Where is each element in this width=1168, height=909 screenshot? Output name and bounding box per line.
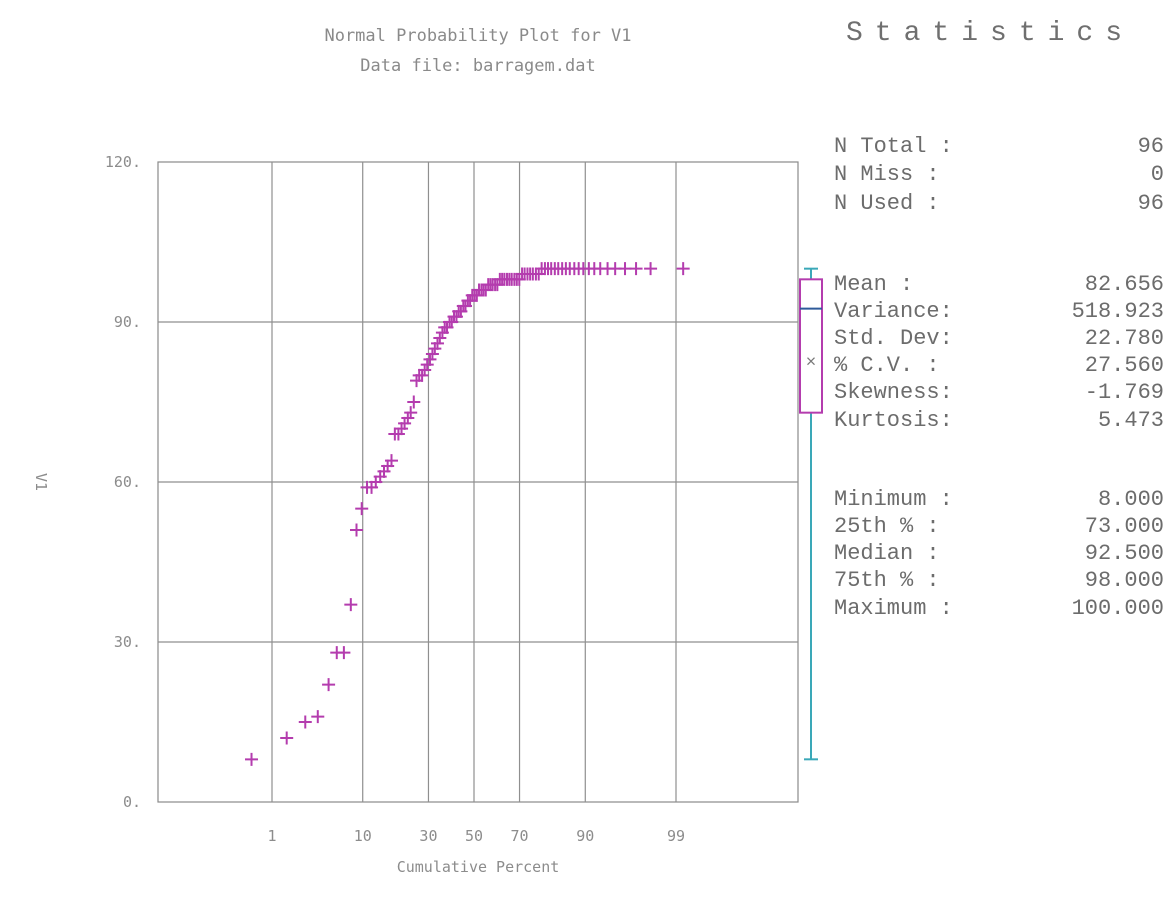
data-point [384, 454, 398, 468]
data-point [407, 395, 421, 409]
y-tick-label: 90. [114, 313, 141, 331]
data-point [676, 262, 690, 276]
stat-value: -1.769 [1084, 380, 1164, 405]
data-point [350, 523, 364, 537]
probability-plot: Normal Probability Plot for V1 Data file… [32, 26, 823, 876]
chart-title: Normal Probability Plot for V1 [324, 26, 631, 46]
data-point [410, 374, 424, 388]
stat-row: % C.V. : 27.560 [830, 352, 1166, 379]
stat-row: Skewness: -1.769 [830, 379, 1166, 406]
y-axis-label: V1 [32, 473, 50, 491]
stat-label: % C.V. : [834, 353, 940, 378]
stat-value: 5.473 [1097, 408, 1164, 433]
stat-row: 25th % : 73.000 [830, 513, 1166, 540]
stat-row: Std. Dev: 22.780 [830, 325, 1166, 352]
x-axis-ticks: 1 10 30 50 70 90 99 [267, 827, 685, 845]
stat-label: Median : [834, 541, 940, 566]
stat-value: 73.000 [1084, 514, 1164, 539]
x-tick-label: 10 [354, 827, 372, 845]
data-point [298, 715, 312, 729]
x-tick-label: 70 [511, 827, 529, 845]
data-point [618, 262, 632, 276]
data-point [644, 262, 658, 276]
stat-label: N Miss : [834, 162, 940, 187]
stat-row: Maximum : 100.000 [830, 595, 1166, 622]
stat-row: Variance: 518.923 [830, 298, 1166, 325]
y-tick-label: 0. [123, 793, 141, 811]
y-tick-label: 60. [114, 473, 141, 491]
stat-value: 0 [1150, 162, 1164, 187]
x-tick-label: 99 [667, 827, 685, 845]
stat-value: 22.780 [1084, 326, 1164, 351]
stat-label: Skewness: [834, 380, 953, 405]
stat-row: Median : 92.500 [830, 540, 1166, 567]
stat-value: 98.000 [1084, 568, 1164, 593]
stat-row: N Used : 96 [830, 190, 1166, 217]
stat-row: 75th % : 98.000 [830, 567, 1166, 594]
box-mean-marker [807, 357, 815, 366]
x-tick-label: 50 [465, 827, 483, 845]
box-iqr [799, 278, 823, 414]
data-point [629, 262, 643, 276]
box-plot [799, 267, 823, 761]
x-tick-label: 1 [267, 827, 276, 845]
data-point [311, 710, 325, 724]
stat-label: Variance: [834, 299, 953, 324]
stat-value: 92.500 [1084, 541, 1164, 566]
chart-subtitle: Data file: barragem.dat [360, 56, 595, 76]
statistics-heading: Statistics [846, 18, 1135, 49]
stat-label: 75th % : [834, 568, 940, 593]
stat-label: N Total : [834, 134, 953, 159]
data-point [344, 598, 358, 612]
stat-value: 82.656 [1084, 272, 1164, 297]
stat-value: 27.560 [1084, 353, 1164, 378]
stat-label: Maximum : [834, 596, 953, 621]
stat-row: N Miss : 0 [830, 161, 1166, 188]
stat-row: N Total : 96 [830, 133, 1166, 160]
y-tick-label: 30. [114, 633, 141, 651]
data-point [280, 731, 294, 745]
stat-label: Mean : [834, 272, 914, 297]
stat-label: N Used : [834, 191, 940, 216]
data-point [420, 358, 434, 372]
stat-label: Kurtosis: [834, 408, 953, 433]
x-axis-label: Cumulative Percent [397, 858, 560, 876]
stat-row: Mean : 82.656 [830, 271, 1166, 298]
data-point [404, 406, 418, 420]
stat-label: Std. Dev: [834, 326, 953, 351]
data-point [395, 422, 409, 436]
stat-label: 25th % : [834, 514, 940, 539]
data-point [428, 342, 442, 356]
stat-row: Kurtosis: 5.473 [830, 407, 1166, 434]
x-tick-label: 90 [576, 827, 594, 845]
stat-value: 96 [1137, 191, 1164, 216]
stat-row: Minimum : 8.000 [830, 486, 1166, 513]
data-points [245, 262, 690, 766]
stat-value: 8.000 [1097, 487, 1164, 512]
data-point [322, 678, 336, 692]
data-point [355, 502, 369, 516]
data-point [337, 646, 351, 660]
stat-value: 96 [1137, 134, 1164, 159]
plot-grid [157, 161, 799, 803]
x-tick-label: 30 [419, 827, 437, 845]
y-axis-ticks: 0. 30. 60. 90. 120. [105, 153, 141, 811]
stat-label: Minimum : [834, 487, 953, 512]
data-point [245, 752, 259, 766]
stat-value: 518.923 [1071, 299, 1164, 324]
y-tick-label: 120. [105, 153, 141, 171]
stat-value: 100.000 [1071, 596, 1164, 621]
